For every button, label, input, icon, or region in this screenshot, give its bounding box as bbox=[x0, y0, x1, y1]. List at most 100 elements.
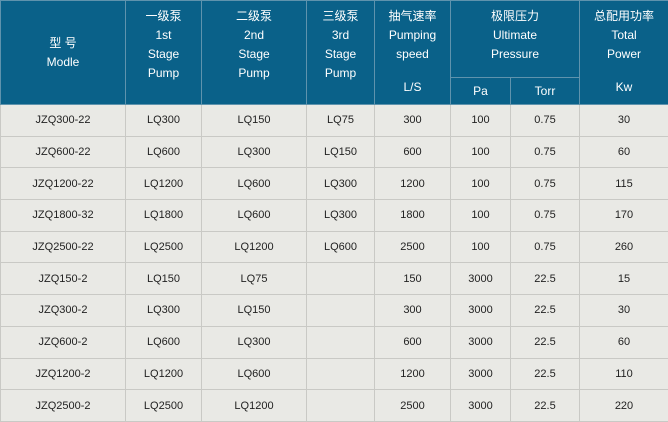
cell-stage3: LQ600 bbox=[307, 231, 375, 263]
cell-stage2: LQ600 bbox=[202, 200, 307, 232]
cell-power: 30 bbox=[580, 295, 668, 327]
cell-torr: 22.5 bbox=[511, 263, 580, 295]
cell-pa: 3000 bbox=[451, 390, 511, 422]
cell-speed: 300 bbox=[375, 105, 451, 137]
cell-pa: 100 bbox=[451, 168, 511, 200]
cell-stage1: LQ600 bbox=[126, 136, 202, 168]
cell-pa: 100 bbox=[451, 105, 511, 137]
cell-stage2: LQ600 bbox=[202, 168, 307, 200]
cell-pa: 3000 bbox=[451, 326, 511, 358]
cell-torr: 0.75 bbox=[511, 168, 580, 200]
cell-stage3: LQ300 bbox=[307, 168, 375, 200]
cell-stage1: LQ2500 bbox=[126, 390, 202, 422]
cell-stage1: LQ1800 bbox=[126, 200, 202, 232]
cell-speed: 2500 bbox=[375, 231, 451, 263]
cell-stage1: LQ1200 bbox=[126, 168, 202, 200]
cell-stage3: LQ150 bbox=[307, 136, 375, 168]
cell-model: JZQ2500-22 bbox=[1, 231, 126, 263]
cell-stage2: LQ150 bbox=[202, 105, 307, 137]
cell-torr: 22.5 bbox=[511, 390, 580, 422]
cell-stage1: LQ300 bbox=[126, 295, 202, 327]
cell-stage2: LQ1200 bbox=[202, 231, 307, 263]
cell-pa: 3000 bbox=[451, 263, 511, 295]
cell-power: 110 bbox=[580, 358, 668, 390]
cell-stage1: LQ2500 bbox=[126, 231, 202, 263]
cell-stage2: LQ75 bbox=[202, 263, 307, 295]
cell-torr: 0.75 bbox=[511, 136, 580, 168]
cell-stage1: LQ150 bbox=[126, 263, 202, 295]
cell-power: 170 bbox=[580, 200, 668, 232]
cell-power: 60 bbox=[580, 326, 668, 358]
cell-stage2: LQ600 bbox=[202, 358, 307, 390]
cell-stage2: LQ150 bbox=[202, 295, 307, 327]
cell-model: JZQ150-2 bbox=[1, 263, 126, 295]
header-pa: Pa bbox=[451, 78, 511, 105]
cell-stage3 bbox=[307, 390, 375, 422]
cell-pa: 100 bbox=[451, 136, 511, 168]
header-torr: Torr bbox=[511, 78, 580, 105]
cell-model: JZQ2500-2 bbox=[1, 390, 126, 422]
cell-model: JZQ600-2 bbox=[1, 326, 126, 358]
cell-pa: 3000 bbox=[451, 358, 511, 390]
cell-torr: 22.5 bbox=[511, 295, 580, 327]
cell-stage3: LQ75 bbox=[307, 105, 375, 137]
cell-pa: 100 bbox=[451, 231, 511, 263]
cell-stage2: LQ300 bbox=[202, 326, 307, 358]
cell-speed: 300 bbox=[375, 295, 451, 327]
cell-power: 220 bbox=[580, 390, 668, 422]
cell-model: JZQ300-2 bbox=[1, 295, 126, 327]
cell-speed: 600 bbox=[375, 326, 451, 358]
cell-model: JZQ300-22 bbox=[1, 105, 126, 137]
cell-power: 260 bbox=[580, 231, 668, 263]
cell-power: 60 bbox=[580, 136, 668, 168]
cell-model: JZQ600-22 bbox=[1, 136, 126, 168]
cell-speed: 2500 bbox=[375, 390, 451, 422]
cell-model: JZQ1800-32 bbox=[1, 200, 126, 232]
cell-stage1: LQ600 bbox=[126, 326, 202, 358]
cell-stage3 bbox=[307, 263, 375, 295]
cell-power: 30 bbox=[580, 105, 668, 137]
cell-power: 15 bbox=[580, 263, 668, 295]
cell-stage1: LQ1200 bbox=[126, 358, 202, 390]
cell-model: JZQ1200-22 bbox=[1, 168, 126, 200]
cell-model: JZQ1200-2 bbox=[1, 358, 126, 390]
cell-torr: 22.5 bbox=[511, 326, 580, 358]
cell-stage3 bbox=[307, 326, 375, 358]
cell-speed: 1800 bbox=[375, 200, 451, 232]
cell-torr: 22.5 bbox=[511, 358, 580, 390]
cell-stage1: LQ300 bbox=[126, 105, 202, 137]
cell-pa: 100 bbox=[451, 200, 511, 232]
cell-stage3 bbox=[307, 358, 375, 390]
cell-stage2: LQ1200 bbox=[202, 390, 307, 422]
cell-speed: 1200 bbox=[375, 358, 451, 390]
cell-speed: 600 bbox=[375, 136, 451, 168]
cell-pa: 3000 bbox=[451, 295, 511, 327]
cell-stage3 bbox=[307, 295, 375, 327]
cell-speed: 1200 bbox=[375, 168, 451, 200]
cell-stage3: LQ300 bbox=[307, 200, 375, 232]
cell-stage2: LQ300 bbox=[202, 136, 307, 168]
cell-torr: 0.75 bbox=[511, 200, 580, 232]
cell-speed: 150 bbox=[375, 263, 451, 295]
cell-torr: 0.75 bbox=[511, 231, 580, 263]
cell-power: 115 bbox=[580, 168, 668, 200]
cell-torr: 0.75 bbox=[511, 105, 580, 137]
